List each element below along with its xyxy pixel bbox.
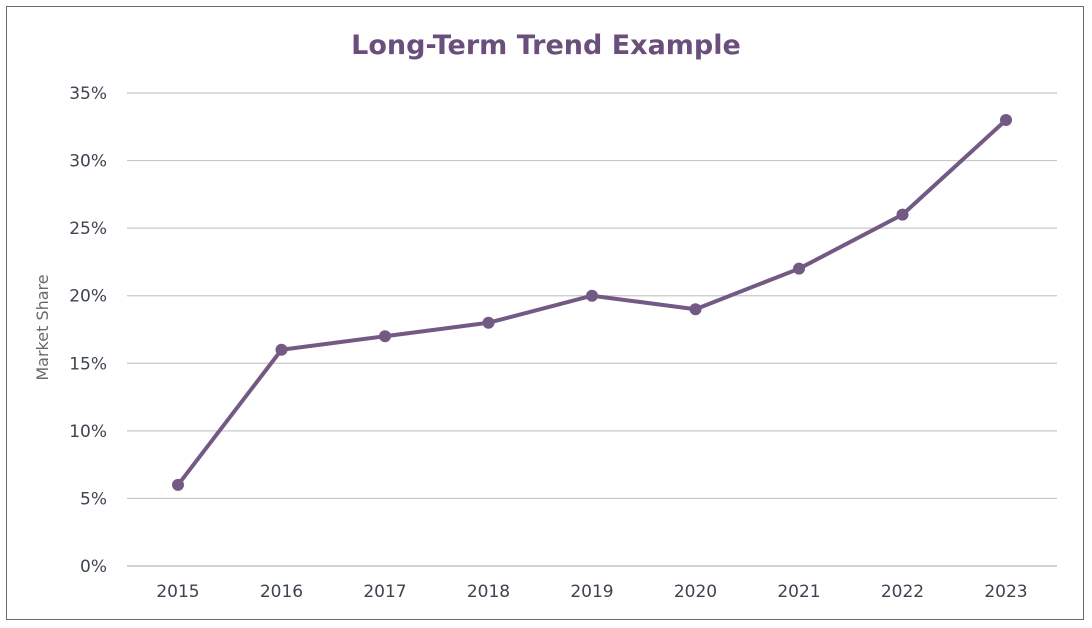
data-point-2021 — [793, 262, 805, 275]
y-tick-label: 35% — [69, 84, 107, 104]
x-tick-label: 2023 — [984, 582, 1027, 602]
y-tick-labels: 0% 5% 10% 15% 20% 25% 30% 35% — [69, 84, 107, 577]
y-tick-label: 15% — [69, 354, 107, 374]
chart-title: Long-Term Trend Example — [351, 30, 741, 61]
x-tick-label: 2016 — [260, 582, 303, 602]
data-point-2023 — [1000, 114, 1012, 127]
x-tick-labels: 2015 2016 2017 2018 2019 2020 2021 2022 2023 — [156, 582, 1027, 602]
x-tick-label: 2019 — [570, 582, 613, 602]
series-layer — [172, 114, 1012, 491]
data-point-2015 — [172, 478, 184, 491]
y-tick-label: 10% — [69, 422, 107, 442]
y-tick-label: 30% — [69, 152, 107, 172]
data-point-2019 — [586, 289, 598, 302]
y-tick-label: 25% — [69, 219, 107, 239]
x-tick-label: 2018 — [467, 582, 510, 602]
y-tick-label: 0% — [80, 557, 107, 577]
y-axis-title: Market Share — [33, 274, 52, 380]
data-point-2020 — [689, 303, 702, 316]
y-tick-label: 20% — [69, 287, 107, 307]
gridlines — [127, 92, 1057, 567]
data-point-2022 — [896, 208, 909, 221]
x-tick-label: 2021 — [777, 582, 820, 602]
x-tick-label: 2017 — [363, 582, 406, 602]
y-tick-label: 5% — [80, 489, 107, 509]
x-tick-label: 2022 — [881, 582, 924, 602]
data-point-2016 — [275, 343, 288, 356]
chart-frame — [6, 6, 1084, 620]
series-line — [176, 118, 1008, 487]
data-point-2018 — [482, 316, 495, 329]
x-tick-label: 2015 — [156, 582, 199, 602]
data-point-2017 — [379, 330, 391, 343]
x-tick-label: 2020 — [674, 582, 717, 602]
